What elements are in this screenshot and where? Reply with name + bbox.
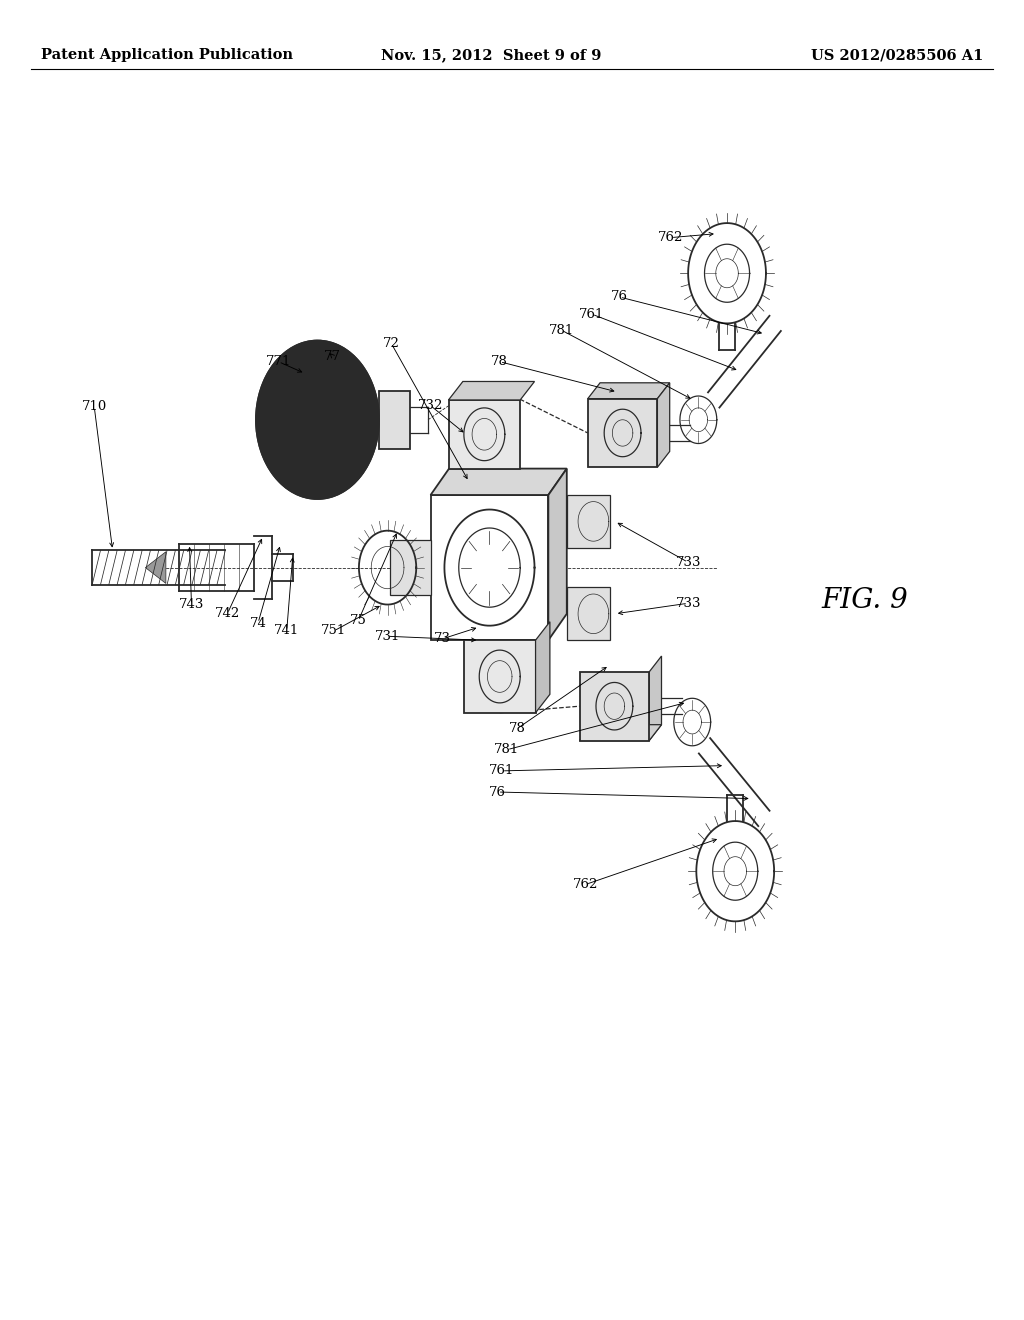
Text: 76: 76 [611,290,628,304]
FancyBboxPatch shape [567,495,610,548]
Polygon shape [449,381,535,400]
Text: 733: 733 [676,556,700,569]
Text: 761: 761 [489,764,514,777]
Text: US 2012/0285506 A1: US 2012/0285506 A1 [811,49,983,62]
Text: 75: 75 [350,614,367,627]
FancyBboxPatch shape [379,391,410,449]
FancyBboxPatch shape [567,587,610,640]
Text: 751: 751 [322,624,346,638]
Polygon shape [649,656,662,741]
Text: 741: 741 [274,624,299,638]
Polygon shape [549,469,567,640]
Text: 76: 76 [489,785,506,799]
FancyBboxPatch shape [464,640,536,713]
Text: 74: 74 [250,616,266,630]
Text: 771: 771 [266,355,291,368]
Text: 77: 77 [325,350,341,363]
Text: 78: 78 [509,722,525,735]
Text: 733: 733 [676,597,700,610]
Text: 731: 731 [375,630,399,643]
Text: 743: 743 [179,598,204,611]
Text: 781: 781 [495,743,519,756]
Polygon shape [145,552,166,583]
FancyBboxPatch shape [389,540,430,595]
Polygon shape [430,469,567,495]
FancyBboxPatch shape [580,672,649,741]
Text: 761: 761 [580,308,604,321]
Text: 73: 73 [434,632,451,645]
FancyBboxPatch shape [588,399,657,467]
Text: Nov. 15, 2012  Sheet 9 of 9: Nov. 15, 2012 Sheet 9 of 9 [381,49,602,62]
Text: 781: 781 [549,323,573,337]
FancyBboxPatch shape [430,495,549,640]
Text: 762: 762 [573,878,598,891]
Circle shape [256,341,379,499]
Text: FIG. 9: FIG. 9 [822,587,908,614]
Text: 710: 710 [82,400,106,413]
Polygon shape [588,383,670,399]
Polygon shape [580,725,662,741]
Polygon shape [536,622,550,713]
Text: Patent Application Publication: Patent Application Publication [41,49,293,62]
Text: 72: 72 [383,337,399,350]
Polygon shape [657,383,670,467]
Text: 742: 742 [215,607,240,620]
Text: 732: 732 [418,399,442,412]
FancyBboxPatch shape [449,400,520,469]
Text: 762: 762 [658,231,683,244]
Text: 78: 78 [492,355,508,368]
